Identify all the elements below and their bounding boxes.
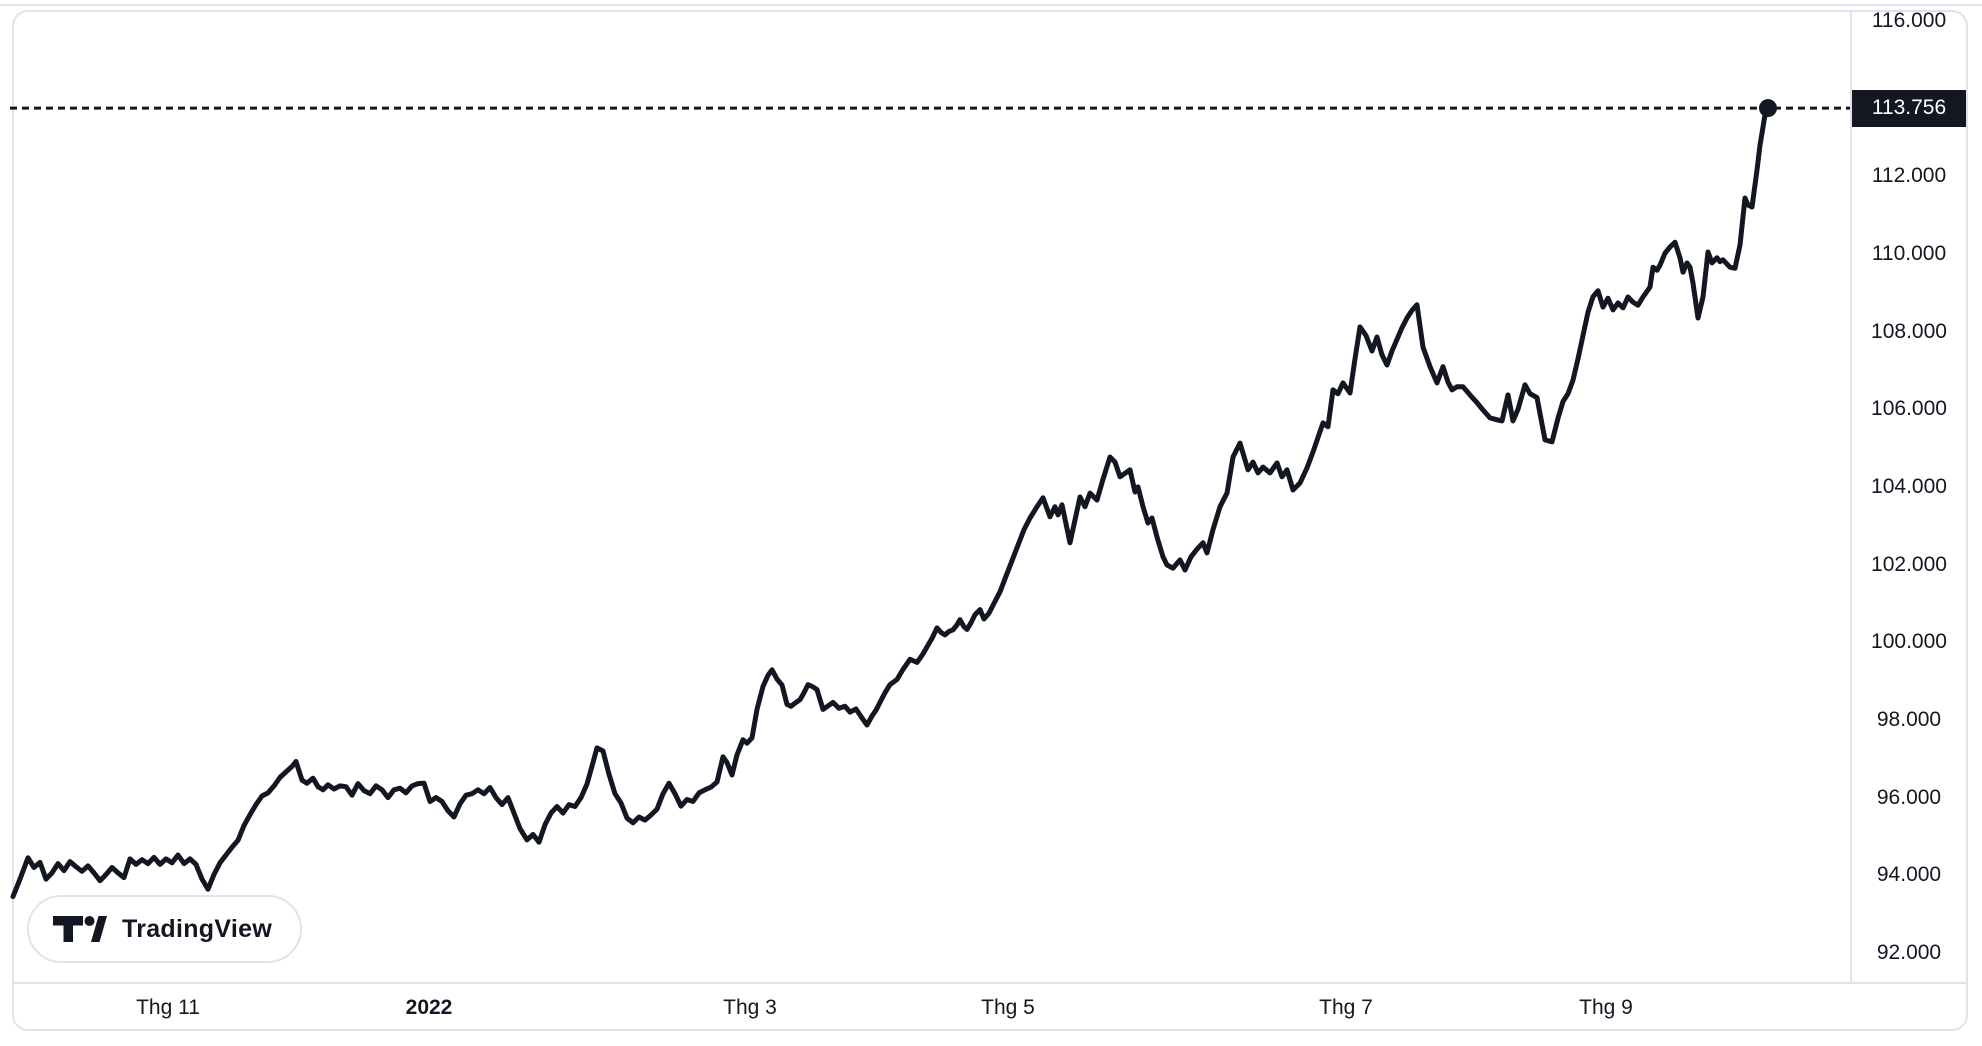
price-tick-label: 94.000 — [1876, 863, 1942, 887]
time-tick-label: Thg 3 — [723, 996, 777, 1019]
time-tick-label: Thg 9 — [1579, 996, 1633, 1019]
price-tick-label: 116.000 — [1871, 8, 1947, 32]
last-price-badge: 113.756 — [1852, 89, 1966, 127]
price-tick-label: 104.000 — [1871, 474, 1947, 498]
price-tick-label: 98.000 — [1876, 707, 1942, 731]
price-tick-label: 92.000 — [1876, 940, 1942, 964]
price-tick-label: 102.000 — [1871, 552, 1947, 576]
tradingview-logo-link[interactable]: TradingView — [27, 895, 303, 963]
time-tick-label: 2022 — [405, 996, 453, 1019]
tradingview-logo-text: TradingView — [122, 914, 273, 943]
time-tick-label: Thg 5 — [981, 996, 1035, 1019]
price-tick-label: 108.000 — [1871, 319, 1947, 343]
price-line-series — [10, 105, 1771, 900]
price-tick-label: 100.000 — [1871, 630, 1947, 654]
last-price-marker — [1759, 99, 1777, 118]
time-tick-label: Thg 11 — [136, 996, 200, 1019]
tradingview-logomark-icon — [53, 915, 107, 943]
top-divider — [0, 4, 1982, 6]
price-tick-label: 112.000 — [1871, 164, 1947, 188]
price-tick-label: 110.000 — [1871, 241, 1947, 265]
price-tick-label: 106.000 — [1871, 397, 1947, 421]
price-tick-label: 96.000 — [1876, 785, 1942, 809]
time-tick-label: Thg 7 — [1319, 996, 1373, 1019]
time-axis-separator — [14, 982, 1966, 984]
chart-card — [12, 10, 1968, 1031]
price-axis-separator — [1850, 12, 1852, 982]
